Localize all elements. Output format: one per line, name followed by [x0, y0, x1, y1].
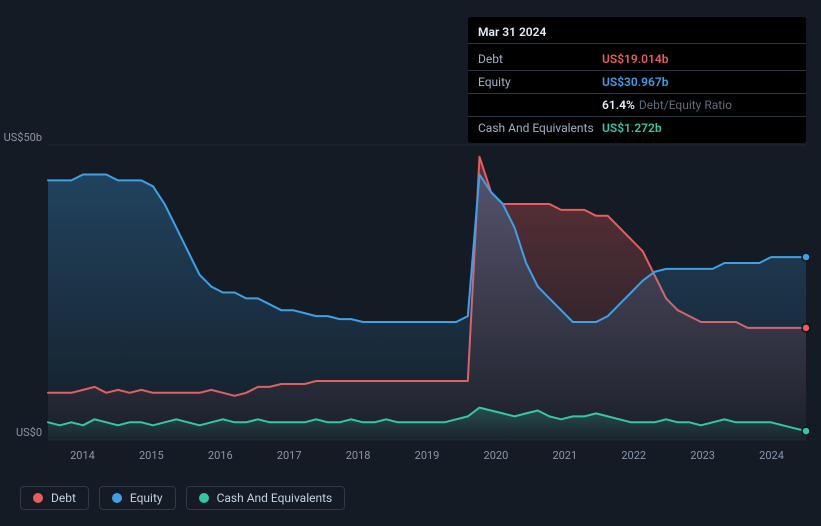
legend-item-label: Equity — [130, 491, 163, 505]
chart-legend: Debt Equity Cash And Equivalents — [20, 486, 345, 510]
tooltip-date-row: Mar 31 2024 — [468, 17, 806, 44]
tooltip-row-label: Debt — [478, 52, 602, 66]
tooltip-row-value: 61.4%Debt/Equity Ratio — [602, 98, 796, 112]
legend-item[interactable]: Debt — [20, 486, 89, 510]
tooltip-row-suffix: Debt/Equity Ratio — [639, 98, 732, 112]
x-axis-label: 2024 — [759, 449, 784, 462]
x-axis-label: 2015 — [139, 449, 164, 462]
x-axis-label: 2020 — [484, 449, 509, 462]
legend-item-label: Cash And Equivalents — [217, 491, 333, 505]
tooltip-row-label: Equity — [478, 75, 602, 89]
tooltip-row-value: US$1.272b — [602, 121, 796, 135]
x-axis-label: 2018 — [346, 449, 371, 462]
x-axis-label: 2017 — [277, 449, 302, 462]
legend-swatch — [112, 493, 122, 503]
tooltip-row: DebtUS$19.014b — [468, 44, 806, 71]
chart-tooltip: Mar 31 2024 DebtUS$19.014bEquityUS$30.96… — [468, 17, 806, 143]
legend-item-label: Debt — [51, 491, 76, 505]
x-axis-label: 2021 — [552, 449, 577, 462]
tooltip-row: EquityUS$30.967b — [468, 71, 806, 94]
x-axis-label: 2016 — [208, 449, 233, 462]
legend-swatch — [199, 493, 209, 503]
x-axis-label: 2014 — [70, 449, 95, 462]
legend-swatch — [33, 493, 43, 503]
y-axis-label: US$0 — [0, 426, 42, 439]
x-axis-label: 2019 — [415, 449, 440, 462]
tooltip-row-value: US$19.014b — [602, 52, 796, 66]
legend-item[interactable]: Cash And Equivalents — [186, 486, 346, 510]
tooltip-row-label: Cash And Equivalents — [478, 121, 602, 135]
x-axis-label: 2022 — [621, 449, 646, 462]
x-axis-label: 2023 — [690, 449, 715, 462]
tooltip-row: 61.4%Debt/Equity Ratio — [468, 94, 806, 117]
tooltip-row: Cash And EquivalentsUS$1.272b — [468, 117, 806, 143]
tooltip-row-label — [478, 98, 602, 112]
legend-item[interactable]: Equity — [99, 486, 176, 510]
tooltip-row-value: US$30.967b — [602, 75, 796, 89]
y-axis-label: US$50b — [0, 131, 42, 144]
tooltip-date: Mar 31 2024 — [478, 25, 602, 39]
